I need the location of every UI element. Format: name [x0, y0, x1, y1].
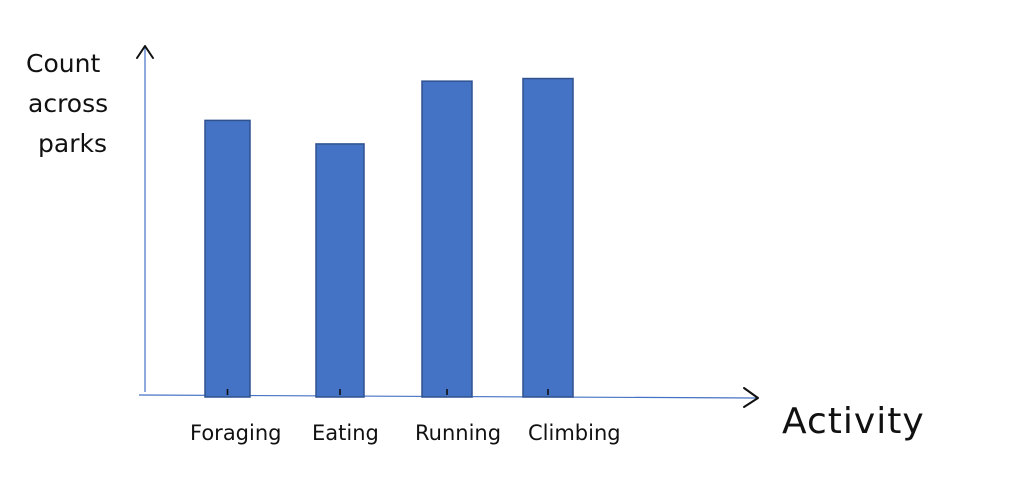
- bars: [205, 79, 573, 397]
- category-label-climbing: Climbing: [528, 421, 621, 445]
- bar-eating: [316, 144, 364, 397]
- category-label-foraging: Foraging: [190, 421, 282, 445]
- x-axis-label: Activity: [782, 401, 925, 442]
- y-axis-label-line-2: across: [28, 89, 108, 118]
- bar-foraging: [205, 120, 250, 397]
- bar-climbing: [523, 79, 573, 397]
- bar-running: [422, 81, 472, 397]
- y-axis-label-line-1: Count: [26, 49, 100, 78]
- category-label-running: Running: [415, 421, 501, 445]
- category-label-eating: Eating: [312, 421, 379, 445]
- y-axis-label-line-3: parks: [38, 129, 107, 158]
- category-labels: Foraging Eating Running Climbing: [190, 421, 621, 445]
